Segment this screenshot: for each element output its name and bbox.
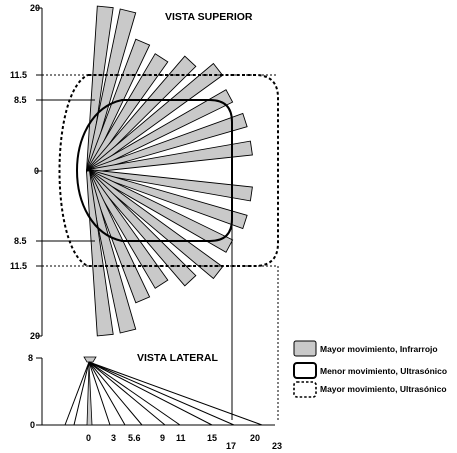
legend-swatch-ultrasonic-minor: [293, 362, 317, 379]
side-ray-line: [88, 361, 213, 426]
side-ray-line: [73, 361, 90, 426]
label-11-5-bottom: 11.5: [10, 261, 27, 271]
sensor-icon: [83, 356, 97, 363]
side-x-label-5-6: 5.6: [128, 433, 141, 443]
ultrasonic-minor-outline: [76, 99, 233, 242]
label-8-side: 8: [28, 353, 33, 363]
side-x-label-23: 23: [272, 441, 282, 451]
side-x-label-20: 20: [250, 433, 260, 443]
side-ray-line: [88, 361, 235, 426]
label-20-top: 20: [30, 3, 40, 13]
legend-label-ultrasonic-major: Mayor movimiento, Ultrasónico: [320, 384, 447, 394]
legend: Mayor movimiento, Infrarrojo Menor movim…: [293, 340, 447, 398]
label-0-side: 0: [30, 420, 35, 430]
side-ray-line: [88, 361, 181, 426]
side-x-label-0: 0: [86, 433, 91, 443]
side-ray-line: [88, 361, 111, 426]
label-11-5-top: 11.5: [10, 70, 27, 80]
legend-swatch-ultrasonic-major: [293, 381, 317, 398]
side-view-rays: [64, 361, 263, 426]
legend-label-ultrasonic-minor: Menor movimiento, Ultrasónico: [320, 366, 447, 376]
side-ray-line: [88, 361, 263, 426]
label-20-bottom: 20: [30, 331, 40, 341]
side-x-label-9: 9: [160, 433, 165, 443]
ultrasonic-major-outline: [58, 74, 279, 267]
legend-label-infrared: Mayor movimiento, Infrarrojo: [320, 344, 438, 354]
side-x-label-17: 17: [226, 441, 236, 451]
legend-swatch-infrared: [293, 340, 317, 357]
side-view: VISTA LATERAL 8 0 0 3 5.6 9 11 15 17 20 …: [28, 352, 282, 451]
side-x-label-15: 15: [207, 433, 217, 443]
infrared-coverage-rays: [85, 5, 253, 337]
side-x-label-3: 3: [111, 433, 116, 443]
top-view-title: VISTA SUPERIOR: [165, 11, 253, 23]
side-view-title: VISTA LATERAL: [137, 352, 218, 364]
side-x-label-11: 11: [176, 433, 186, 443]
side-ir-wedge: [86, 362, 93, 426]
side-ray-line: [64, 361, 90, 426]
label-8-5-bottom: 8.5: [14, 236, 27, 246]
side-ray-line: [88, 361, 126, 426]
label-0: 0: [34, 166, 39, 176]
infrared-ray: [86, 170, 114, 337]
side-ray-line: [88, 361, 143, 426]
top-view: VISTA SUPERIOR 20 11.5 8.5 0 8.5 11.5 20: [10, 3, 279, 420]
side-ray-line: [88, 361, 166, 426]
label-8-5-top: 8.5: [14, 95, 27, 105]
